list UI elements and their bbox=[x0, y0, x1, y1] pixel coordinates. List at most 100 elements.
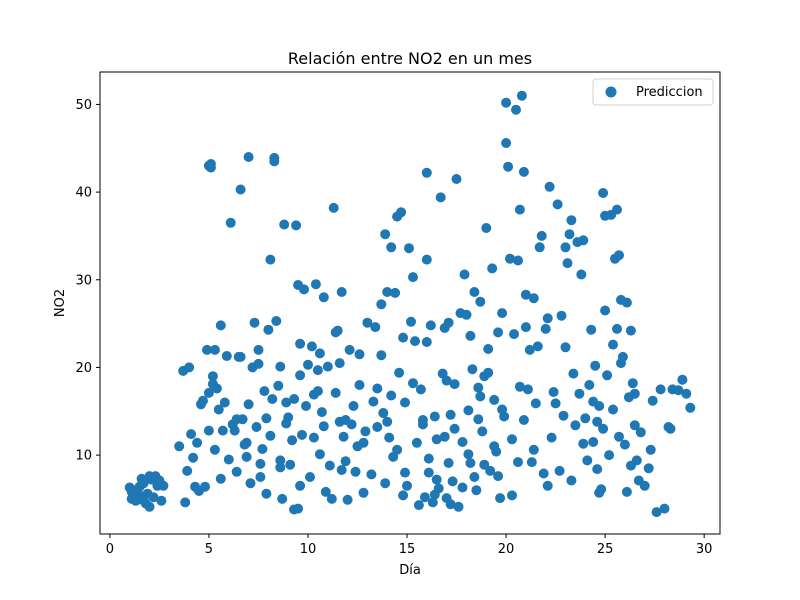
data-point bbox=[261, 488, 272, 499]
data-point bbox=[398, 332, 409, 343]
data-point bbox=[251, 422, 262, 432]
data-point bbox=[540, 323, 551, 334]
data-point bbox=[386, 390, 397, 401]
data-point bbox=[295, 370, 306, 381]
data-point bbox=[261, 413, 272, 424]
data-point bbox=[635, 427, 646, 438]
data-point bbox=[419, 492, 430, 503]
data-point bbox=[457, 437, 468, 447]
data-point bbox=[457, 482, 468, 493]
data-point bbox=[586, 324, 597, 335]
data-point bbox=[497, 404, 508, 415]
data-point bbox=[493, 471, 504, 482]
data-point bbox=[677, 374, 688, 385]
data-point bbox=[156, 495, 167, 506]
data-point bbox=[368, 396, 379, 407]
y-tick-label: 50 bbox=[75, 98, 92, 113]
data-point bbox=[562, 258, 573, 269]
data-points bbox=[124, 90, 696, 518]
data-point bbox=[503, 161, 514, 172]
data-point bbox=[180, 497, 191, 508]
data-point bbox=[423, 453, 434, 464]
data-point bbox=[560, 342, 571, 353]
data-point bbox=[394, 367, 405, 378]
data-point bbox=[501, 138, 512, 148]
data-point bbox=[427, 497, 438, 508]
data-point bbox=[198, 395, 208, 406]
data-point bbox=[493, 327, 504, 338]
data-point bbox=[602, 370, 613, 381]
data-point bbox=[516, 90, 527, 101]
data-point bbox=[237, 414, 248, 425]
data-point bbox=[215, 320, 226, 331]
data-point bbox=[281, 418, 292, 429]
data-point bbox=[518, 415, 529, 425]
data-point bbox=[421, 254, 432, 265]
data-point bbox=[158, 480, 169, 491]
data-point bbox=[265, 254, 276, 265]
data-point bbox=[554, 465, 565, 476]
data-point bbox=[536, 230, 547, 241]
data-point bbox=[631, 455, 642, 466]
data-point bbox=[235, 184, 246, 195]
data-point bbox=[413, 500, 424, 511]
data-point bbox=[439, 431, 450, 442]
data-point bbox=[289, 394, 300, 404]
data-point bbox=[217, 425, 228, 436]
data-point bbox=[621, 297, 632, 308]
data-point bbox=[382, 287, 393, 297]
data-point bbox=[673, 385, 684, 396]
data-point bbox=[245, 478, 256, 489]
data-point bbox=[392, 444, 403, 455]
y-axis-ticks: 10 20 30 40 50 bbox=[75, 98, 100, 464]
data-point bbox=[372, 383, 383, 394]
data-point bbox=[231, 466, 242, 477]
data-point bbox=[308, 389, 319, 400]
data-point bbox=[390, 287, 401, 298]
data-point bbox=[621, 486, 632, 497]
data-point bbox=[483, 344, 494, 354]
data-point bbox=[467, 364, 478, 375]
data-point bbox=[463, 405, 474, 416]
x-axis-ticks: 0 5 10 15 20 25 30 bbox=[106, 534, 712, 557]
x-tick-label: 25 bbox=[597, 542, 614, 557]
data-point bbox=[528, 444, 539, 455]
data-point bbox=[507, 434, 517, 445]
data-point bbox=[263, 324, 274, 335]
data-point bbox=[243, 399, 254, 410]
data-point bbox=[380, 478, 391, 489]
data-point bbox=[312, 365, 323, 376]
data-point bbox=[273, 380, 284, 391]
data-point bbox=[598, 423, 609, 434]
data-point bbox=[138, 478, 149, 489]
data-point bbox=[259, 386, 270, 397]
data-point bbox=[534, 242, 545, 253]
data-point bbox=[408, 272, 418, 283]
data-point bbox=[518, 166, 529, 177]
chart-title: Relación entre NO2 en un mes bbox=[288, 49, 532, 68]
data-point bbox=[514, 204, 525, 215]
data-point bbox=[398, 490, 409, 501]
data-point bbox=[556, 310, 567, 321]
data-point bbox=[463, 449, 474, 460]
data-point bbox=[509, 329, 519, 340]
data-point bbox=[459, 269, 470, 280]
data-point bbox=[608, 339, 618, 350]
data-point bbox=[192, 437, 203, 448]
x-tick-label: 0 bbox=[106, 542, 114, 557]
data-point bbox=[625, 325, 636, 336]
data-point bbox=[475, 296, 486, 307]
data-point bbox=[471, 485, 482, 496]
data-point bbox=[588, 437, 599, 447]
data-point bbox=[372, 422, 383, 432]
y-axis-label: NO2 bbox=[53, 289, 68, 317]
data-point bbox=[200, 481, 210, 492]
data-point bbox=[507, 490, 517, 501]
data-point bbox=[215, 473, 226, 484]
plot-frame bbox=[99, 71, 721, 535]
data-point bbox=[481, 223, 492, 233]
data-point bbox=[225, 217, 236, 228]
data-point bbox=[221, 351, 232, 361]
data-point bbox=[542, 313, 553, 324]
data-point bbox=[344, 344, 355, 355]
